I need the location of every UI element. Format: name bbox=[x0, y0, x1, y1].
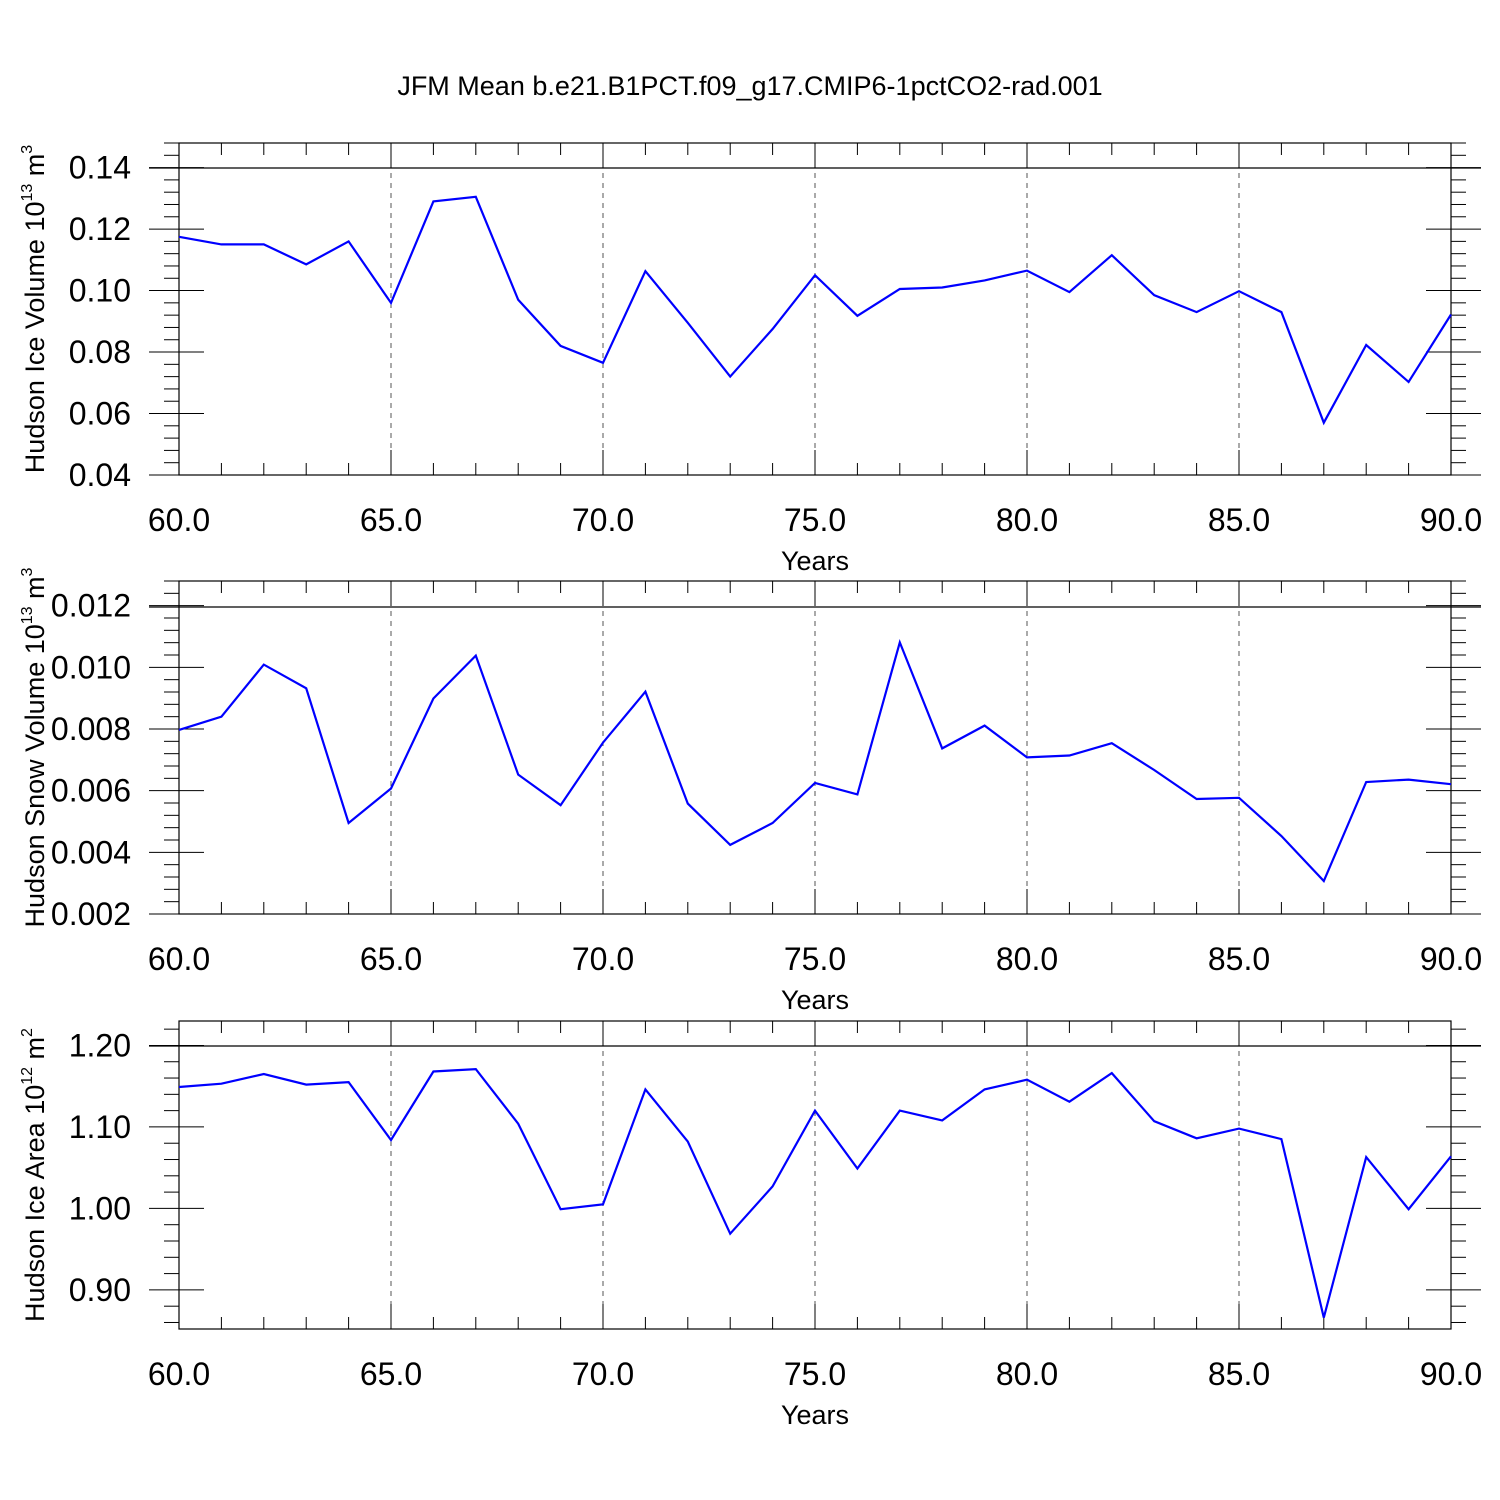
y-axis-label-exponent: 13 bbox=[19, 184, 36, 202]
series-line bbox=[178, 638, 1452, 883]
y-tick-label: 0.006 bbox=[51, 773, 131, 809]
x-tick-label: 70.0 bbox=[572, 941, 634, 977]
x-axis-label: Years bbox=[781, 1400, 849, 1430]
x-tick-label: 65.0 bbox=[360, 1356, 422, 1392]
x-tick-label: 90.0 bbox=[1420, 1356, 1482, 1392]
x-tick-label: 65.0 bbox=[360, 502, 422, 538]
y-tick-label: 0.90 bbox=[69, 1272, 131, 1308]
y-axis-label-unit-exponent: 2 bbox=[19, 1028, 36, 1037]
y-axis-label: Hudson Ice Area 1012 m2 bbox=[19, 1028, 50, 1322]
y-tick-label: 0.12 bbox=[69, 211, 131, 247]
y-tick-label: 0.008 bbox=[51, 711, 131, 747]
series-line bbox=[178, 195, 1452, 426]
chart-title: JFM Mean b.e21.B1PCT.f09_g17.CMIP6-1pctC… bbox=[397, 71, 1102, 101]
x-tick-label: 85.0 bbox=[1208, 1356, 1270, 1392]
y-tick-label: 0.14 bbox=[69, 150, 131, 186]
x-tick-label: 60.0 bbox=[148, 1356, 210, 1392]
x-tick-label: 75.0 bbox=[784, 941, 846, 977]
x-tick-label: 70.0 bbox=[572, 1356, 634, 1392]
y-axis-label-unit: m bbox=[20, 1037, 50, 1067]
y-tick-label: 0.010 bbox=[51, 649, 131, 685]
y-axis-label-unit: m bbox=[20, 154, 50, 184]
y-tick-label: 0.004 bbox=[51, 834, 131, 870]
y-tick-label: 0.08 bbox=[69, 334, 131, 370]
series-line bbox=[178, 1067, 1452, 1318]
x-tick-label: 90.0 bbox=[1420, 502, 1482, 538]
x-tick-label: 80.0 bbox=[996, 502, 1058, 538]
x-tick-label: 85.0 bbox=[1208, 941, 1270, 977]
y-axis-label-text: Hudson Ice Area 10 bbox=[20, 1085, 50, 1322]
y-axis-label-unit: m bbox=[20, 576, 50, 606]
y-axis-label: Hudson Ice Volume 1013 m3 bbox=[19, 145, 50, 473]
y-axis-label-text: Hudson Ice Volume 10 bbox=[20, 202, 50, 474]
y-axis-label-exponent: 12 bbox=[19, 1067, 36, 1085]
x-tick-label: 70.0 bbox=[572, 502, 634, 538]
chart-panel-2: 60.0 65.0 70.0 75.0 80.0 85.0 90.0 0.002 0.004 0.… bbox=[19, 567, 1482, 1015]
y-axis-label-unit-exponent: 3 bbox=[19, 567, 36, 576]
y-tick-label: 1.20 bbox=[69, 1027, 131, 1063]
x-tick-label: 85.0 bbox=[1208, 502, 1270, 538]
x-axis-label: Years bbox=[781, 546, 849, 576]
y-axis-label-unit-exponent: 3 bbox=[19, 145, 36, 154]
x-axis-label: Years bbox=[781, 985, 849, 1015]
x-tick-label: 75.0 bbox=[784, 1356, 846, 1392]
y-tick-label: 0.012 bbox=[51, 588, 131, 624]
x-tick-label: 60.0 bbox=[148, 502, 210, 538]
x-tick-label: 80.0 bbox=[996, 1356, 1058, 1392]
y-tick-label: 0.10 bbox=[69, 273, 131, 309]
chart-panel-3: 60.0 65.0 70.0 75.0 80.0 85.0 90.0 0.90 1.00 1.10… bbox=[19, 1020, 1482, 1430]
y-tick-label: 0.002 bbox=[51, 896, 131, 932]
y-axis-label-text: Hudson Snow Volume 10 bbox=[20, 624, 50, 927]
y-tick-label: 0.06 bbox=[69, 396, 131, 432]
x-tick-label: 80.0 bbox=[996, 941, 1058, 977]
x-tick-label: 90.0 bbox=[1420, 941, 1482, 977]
x-tick-label: 65.0 bbox=[360, 941, 422, 977]
y-tick-label: 1.10 bbox=[69, 1109, 131, 1145]
chart-panel-1: 60.0 65.0 70.0 75.0 80.0 85.0 90.0 0.04 0.06 0.08… bbox=[19, 142, 1482, 576]
y-tick-label: 1.00 bbox=[69, 1190, 131, 1226]
x-tick-label: 75.0 bbox=[784, 502, 846, 538]
y-axis-label: Hudson Snow Volume 1013 m3 bbox=[19, 567, 50, 927]
y-tick-label: 0.04 bbox=[69, 457, 131, 493]
x-tick-label: 60.0 bbox=[148, 941, 210, 977]
y-axis-label-exponent: 13 bbox=[19, 606, 36, 624]
